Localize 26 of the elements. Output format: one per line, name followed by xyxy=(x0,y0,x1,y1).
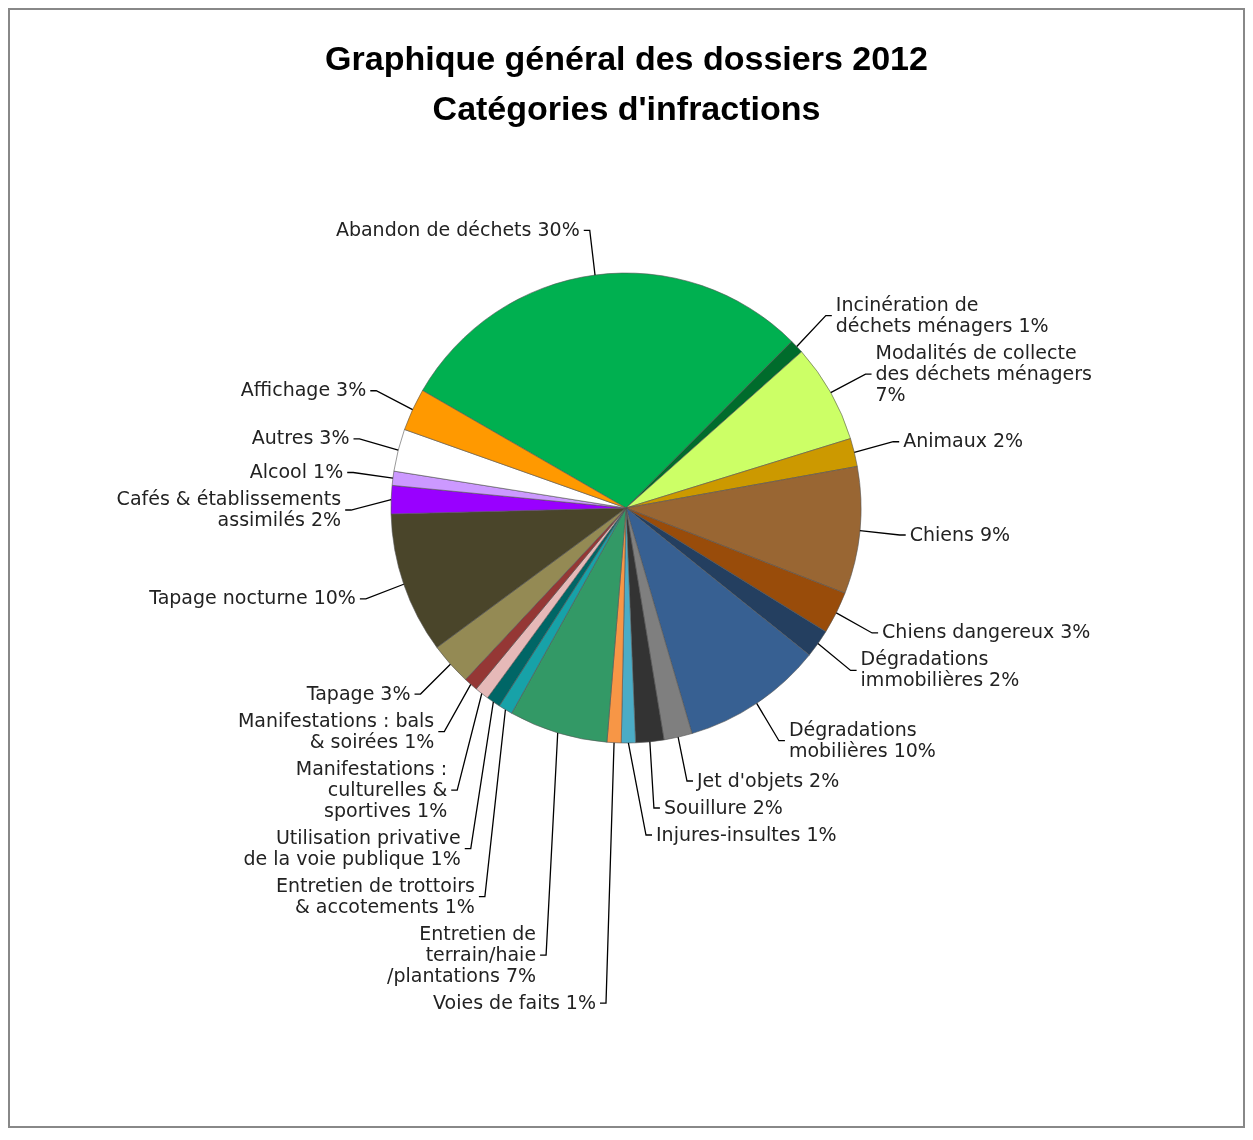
slice-label: Modalités de collecte des déchets ménagers xyxy=(875,340,1092,384)
slice-label: Chiens 9% xyxy=(909,522,1011,545)
slice-label: Chiens dangereux 3% xyxy=(882,620,1091,643)
slice-label: Autres 3% xyxy=(251,426,350,449)
slice-label: Injures-insultes 1% xyxy=(656,822,837,845)
slice-label: Utilisation privative de la voie publique 1% xyxy=(243,825,461,869)
slice-label: Tapage 3% xyxy=(305,681,411,704)
slice-label: Incinération de déchets ménagers 1% xyxy=(835,292,1049,336)
data-label: 7% xyxy=(875,382,906,405)
slice-label: Souillure 2% xyxy=(663,795,783,818)
slice-label: Entretien de trottoirs & accotements 1% xyxy=(276,873,475,917)
slice-label: Entretien de terrain/haie /plantations 7% xyxy=(387,921,537,986)
slice-label: Dégradations mobilières 10% xyxy=(788,717,936,761)
slice-label: Manifestations : bals & soirées 1% xyxy=(237,708,435,752)
slice-label: Abandon de déchets 30% xyxy=(335,217,580,240)
slice-label: Dégradations immobilières 2% xyxy=(860,647,1020,691)
slice-label: Animaux 2% xyxy=(903,429,1024,452)
slice-label: Alcool 1% xyxy=(249,460,344,483)
slice-label: Manifestations : culturelles & sportives 1% xyxy=(295,756,448,821)
slice-label: Tapage nocturne 10% xyxy=(148,586,356,609)
slice-label: Affichage 3% xyxy=(240,378,367,401)
chart-title: Graphique général des dossiers 2012 xyxy=(325,39,928,77)
chart-subtitle: Catégories d'infractions xyxy=(432,89,821,127)
slice-label: Voies de faits 1% xyxy=(433,990,596,1013)
slice-label: Cafés & établissements assimilés 2% xyxy=(116,487,342,531)
slice-label: Jet d'objets 2% xyxy=(696,768,840,791)
